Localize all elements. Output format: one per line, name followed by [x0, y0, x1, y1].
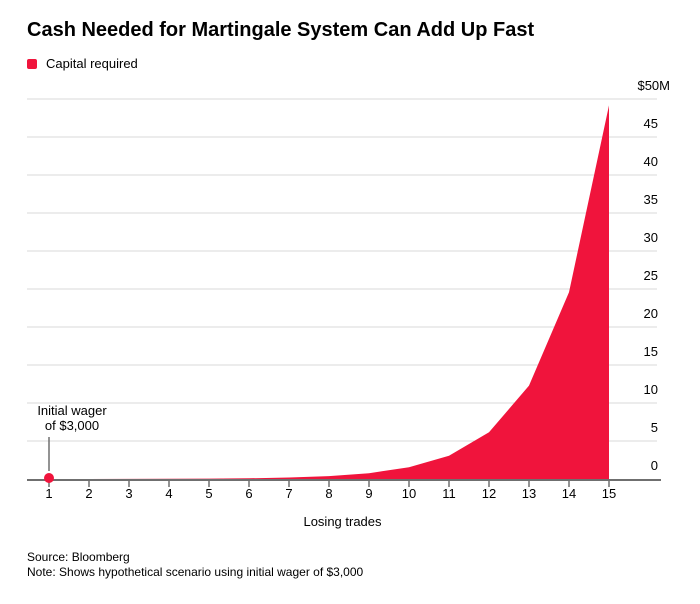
- legend-swatch-icon: [27, 58, 37, 69]
- x-tick-label: 2: [85, 486, 93, 501]
- x-tick-label: 12: [481, 486, 497, 501]
- y-tick-label: 40: [643, 154, 658, 169]
- annotation-line-1: Initial wager: [37, 403, 107, 418]
- x-tick-label: 1: [45, 486, 53, 501]
- footer: Source: Bloomberg Note: Shows hypothetic…: [27, 550, 363, 579]
- x-tick-label: 3: [125, 486, 133, 501]
- y-tick-label: 30: [643, 230, 658, 245]
- x-tick-label: 9: [365, 486, 373, 501]
- source-text: Source: Bloomberg: [27, 550, 130, 564]
- x-tick-label: 11: [442, 486, 456, 501]
- y-tick-label: 45: [643, 116, 658, 131]
- y-tick-label: 10: [643, 382, 658, 397]
- x-tick-label: 14: [561, 486, 577, 501]
- initial-wager-annotation: Initial wager of $3,000: [11, 403, 133, 433]
- y-tick-label: 20: [643, 306, 658, 321]
- y-tick-label: 35: [643, 192, 658, 207]
- y-tick-label: 25: [643, 268, 658, 283]
- y-tick-label: 15: [643, 344, 658, 359]
- y-tick-label: 0: [650, 458, 658, 473]
- x-tick-label: 8: [325, 486, 333, 501]
- page-title: Cash Needed for Martingale System Can Ad…: [27, 19, 535, 41]
- x-tick-label: 10: [401, 486, 417, 501]
- note-text: Note: Shows hypothetical scenario using …: [27, 564, 364, 579]
- legend: Capital required: [27, 56, 138, 71]
- y-tick-label: 5: [650, 420, 658, 435]
- x-tick-label: 6: [245, 486, 253, 501]
- x-tick-label: 5: [205, 486, 213, 501]
- x-tick-label: 7: [285, 486, 293, 501]
- x-tick-label: 15: [601, 486, 617, 501]
- x-axis-title: Losing trades: [303, 514, 382, 529]
- x-tick-label: 4: [165, 486, 173, 501]
- legend-label: Capital required: [46, 56, 138, 71]
- y-axis-unit-label: $50M: [637, 78, 670, 93]
- annotation-line-2: of $3,000: [44, 417, 100, 433]
- x-tick-label: 13: [521, 486, 537, 501]
